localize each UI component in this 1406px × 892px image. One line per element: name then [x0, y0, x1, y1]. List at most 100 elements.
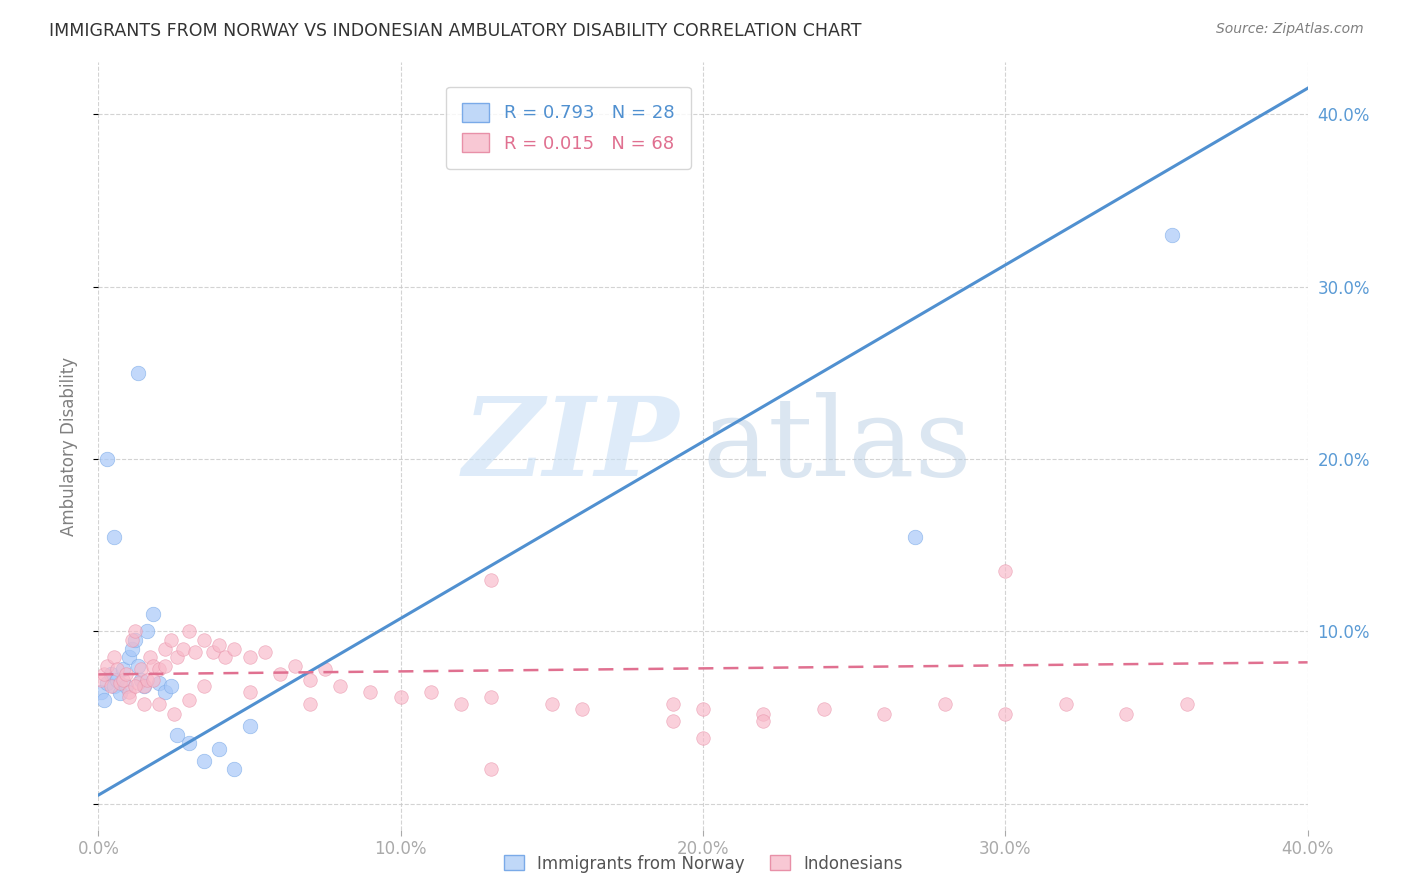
Point	[692, 702, 714, 716]
Point	[752, 714, 775, 728]
Point	[224, 641, 246, 656]
Point	[239, 650, 262, 665]
Point	[160, 632, 183, 647]
Point	[481, 573, 503, 587]
Point	[994, 564, 1017, 578]
Point	[481, 762, 503, 776]
Point	[129, 662, 152, 676]
Point	[114, 667, 136, 681]
Point	[193, 680, 215, 694]
Point	[103, 529, 125, 543]
Point	[1054, 697, 1077, 711]
Y-axis label: Ambulatory Disability: Ambulatory Disability	[59, 357, 77, 535]
Point	[148, 662, 170, 676]
Point	[179, 624, 201, 639]
Point	[661, 714, 683, 728]
Point	[360, 684, 382, 698]
Point	[389, 690, 412, 704]
Point	[132, 680, 155, 694]
Point	[114, 680, 136, 694]
Point	[105, 662, 128, 676]
Point	[208, 741, 231, 756]
Text: ZIP: ZIP	[463, 392, 679, 500]
Point	[135, 624, 157, 639]
Point	[994, 707, 1017, 722]
Point	[93, 693, 115, 707]
Point	[239, 719, 262, 733]
Point	[111, 662, 134, 676]
Text: atlas: atlas	[703, 392, 973, 500]
Point	[148, 676, 170, 690]
Point	[139, 650, 162, 665]
Point	[96, 658, 118, 673]
Point	[142, 673, 165, 687]
Point	[93, 667, 115, 681]
Point	[118, 650, 141, 665]
Point	[163, 707, 186, 722]
Point	[153, 658, 176, 673]
Point	[661, 697, 683, 711]
Point	[813, 702, 835, 716]
Point	[179, 693, 201, 707]
Point	[299, 673, 322, 687]
Point	[100, 667, 122, 681]
Point	[118, 690, 141, 704]
Point	[96, 676, 118, 690]
Point	[160, 680, 183, 694]
Point	[224, 762, 246, 776]
Point	[148, 697, 170, 711]
Point	[124, 624, 146, 639]
Point	[153, 641, 176, 656]
Legend: Immigrants from Norway, Indonesians: Immigrants from Norway, Indonesians	[496, 848, 910, 880]
Point	[132, 680, 155, 694]
Point	[571, 702, 593, 716]
Point	[103, 650, 125, 665]
Point	[127, 676, 149, 690]
Point	[111, 673, 134, 687]
Point	[142, 607, 165, 621]
Point	[1175, 697, 1198, 711]
Point	[540, 697, 562, 711]
Text: IMMIGRANTS FROM NORWAY VS INDONESIAN AMBULATORY DISABILITY CORRELATION CHART: IMMIGRANTS FROM NORWAY VS INDONESIAN AMB…	[49, 22, 862, 40]
Point	[1115, 707, 1137, 722]
Point	[1160, 227, 1182, 242]
Point	[481, 690, 503, 704]
Point	[873, 707, 896, 722]
Point	[202, 645, 225, 659]
Point	[299, 697, 322, 711]
Point	[314, 662, 336, 676]
Point	[166, 728, 188, 742]
Legend: R = 0.793   N = 28, R = 0.015   N = 68: R = 0.793 N = 28, R = 0.015 N = 68	[446, 87, 690, 169]
Point	[103, 680, 125, 694]
Point	[100, 680, 122, 694]
Point	[193, 632, 215, 647]
Point	[121, 641, 143, 656]
Point	[214, 650, 236, 665]
Point	[105, 673, 128, 687]
Point	[90, 673, 112, 687]
Point	[179, 736, 201, 750]
Point	[124, 680, 146, 694]
Point	[124, 632, 146, 647]
Point	[450, 697, 472, 711]
Point	[96, 451, 118, 466]
Point	[118, 684, 141, 698]
Point	[127, 366, 149, 380]
Point	[329, 680, 352, 694]
Text: Source: ZipAtlas.com: Source: ZipAtlas.com	[1216, 22, 1364, 37]
Point	[904, 529, 927, 543]
Point	[284, 658, 307, 673]
Point	[184, 645, 207, 659]
Point	[121, 632, 143, 647]
Point	[752, 707, 775, 722]
Point	[269, 667, 291, 681]
Point	[132, 697, 155, 711]
Point	[153, 684, 176, 698]
Point	[253, 645, 276, 659]
Point	[692, 731, 714, 746]
Point	[108, 686, 131, 700]
Point	[172, 641, 194, 656]
Point	[166, 650, 188, 665]
Point	[127, 658, 149, 673]
Point	[239, 684, 262, 698]
